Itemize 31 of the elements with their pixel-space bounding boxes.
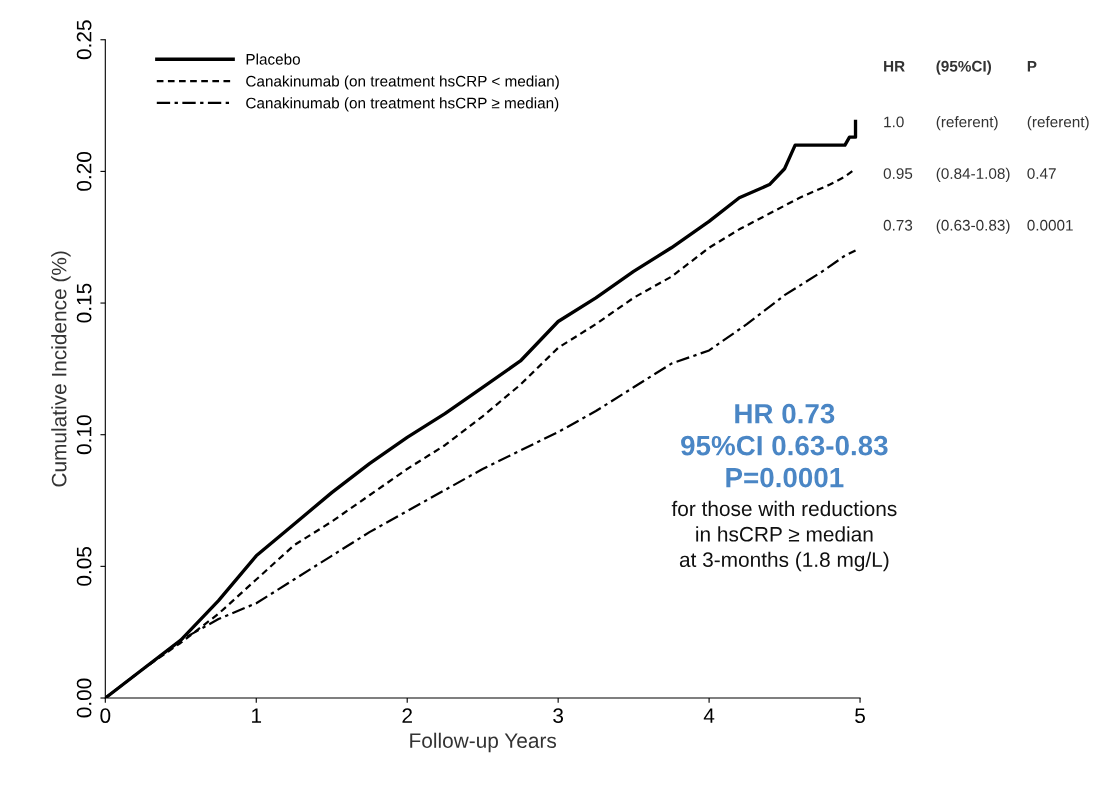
text: P (1027, 61, 1037, 72)
text: 0.95 (883, 168, 913, 179)
x-tick-label: 3 (553, 708, 564, 724)
y-tick-label: 0.15 (76, 283, 92, 323)
y-axis-title: Cumulative Incidence (%) (51, 251, 71, 487)
legend-label: Canakinumab (on treatment hsCRP < median) (246, 75, 559, 90)
x-tick-label: 2 (402, 708, 412, 723)
y-tick-label: 0.25 (76, 20, 92, 60)
text: HR (884, 61, 905, 72)
text: 0.47 (1027, 168, 1056, 179)
legend-label: Canakinumab (on treatment hsCRP ≥ median) (246, 97, 559, 112)
x-axis-title: Follow-up Years (410, 732, 557, 753)
text: (95%CI) (936, 60, 992, 75)
y-tick-label: 0.05 (76, 546, 92, 586)
annotation: HR 0.73 95%CI 0.63-0.83 P=0.0001 (681, 403, 888, 488)
x-tick-label: 5 (855, 708, 865, 724)
y-tick-label: 0.00 (76, 678, 92, 718)
text: (0.63-0.83) (936, 219, 1010, 234)
x-tick-label: 0 (100, 708, 111, 724)
legend-label: Placebo (246, 53, 300, 65)
text: (referent) (1027, 116, 1089, 131)
text: (referent) (936, 116, 998, 131)
text: (0.84-1.08) (936, 167, 1010, 183)
y-tick-label: 0.20 (76, 151, 92, 191)
y-tick-label: 0.10 (76, 415, 92, 455)
text: 0.0001 (1027, 219, 1073, 231)
x-tick-label: 4 (703, 708, 715, 723)
x-tick-label: 1 (252, 708, 262, 723)
annotation: for those with reductions in hsCRP ≥ median at 3-months (1.8 mg/L) (671, 500, 897, 572)
text: 1.0 (884, 116, 904, 128)
text: 0.73 (883, 219, 913, 231)
